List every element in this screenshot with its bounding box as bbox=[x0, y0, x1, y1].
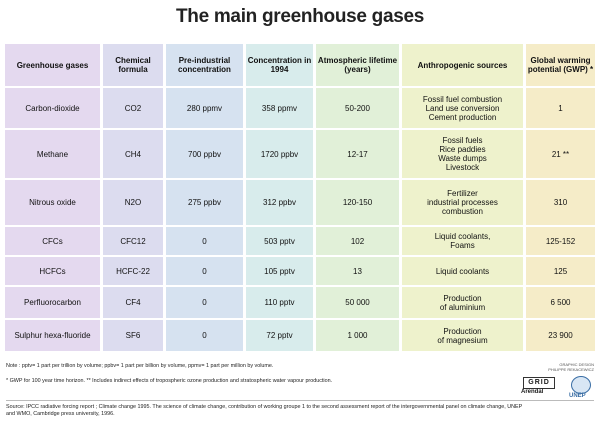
cell-lifetime: 102 bbox=[350, 236, 365, 246]
row-divider bbox=[5, 225, 595, 227]
cell-gas: Nitrous oxide bbox=[29, 198, 76, 207]
cell-preindustrial: 280 ppmv bbox=[186, 103, 223, 113]
cell-preindustrial: 700 ppbv bbox=[188, 149, 221, 159]
column-header-formula: Chemical formula bbox=[115, 56, 151, 74]
cell-preindustrial: 0 bbox=[202, 331, 207, 340]
cell-formula: CO2 bbox=[124, 103, 142, 113]
cell-conc1994: 105 pptv bbox=[264, 266, 295, 276]
cell-preindustrial: 0 bbox=[202, 236, 207, 246]
cell-preindustrial: 0 bbox=[202, 266, 207, 276]
cell-conc1994: 503 pptv bbox=[264, 236, 295, 246]
column-band-gwp bbox=[526, 44, 595, 351]
cell-gas: Sulphur hexa-fluoride bbox=[14, 331, 91, 340]
column-header-conc1994: Concentration in 1994 bbox=[247, 56, 312, 74]
cell-lifetime: 13 bbox=[353, 266, 362, 276]
cell-lifetime: 12-17 bbox=[347, 149, 368, 159]
cell-formula: CFC12 bbox=[120, 236, 146, 246]
cell-sources: Fossil fuel combustion Land use conversi… bbox=[422, 94, 503, 122]
column-band-lifetime bbox=[316, 44, 399, 351]
units-note: Note : pptv= 1 part per trillion by volu… bbox=[6, 363, 274, 369]
cell-preindustrial: 275 ppbv bbox=[188, 198, 221, 207]
grid-logo: GRID bbox=[523, 377, 555, 389]
cell-gas: CFCs bbox=[42, 236, 63, 246]
cell-sources: Liquid coolants, Foams bbox=[434, 232, 491, 250]
cell-gas: Carbon-dioxide bbox=[25, 103, 80, 113]
column-band-sources bbox=[402, 44, 523, 351]
cell-sources: Fossil fuels Rice paddies Waste dumps Li… bbox=[438, 136, 487, 172]
cell-formula: CF4 bbox=[125, 298, 141, 307]
cell-gwp: 23 900 bbox=[548, 331, 573, 340]
cell-gwp: 1 bbox=[558, 103, 563, 113]
page-title: The main greenhouse gases bbox=[175, 6, 425, 27]
cell-conc1994: 110 pptv bbox=[264, 298, 295, 307]
column-band-preindustrial bbox=[166, 44, 243, 351]
cell-lifetime: 120-150 bbox=[342, 198, 373, 207]
cell-conc1994: 312 ppbv bbox=[263, 198, 296, 207]
column-header-lifetime: Atmospheric lifetime (years) bbox=[317, 56, 398, 74]
cell-formula: N2O bbox=[124, 198, 142, 207]
row-divider bbox=[5, 178, 595, 180]
divider bbox=[6, 400, 594, 401]
row-divider bbox=[5, 86, 595, 88]
cell-sources: Liquid coolants bbox=[435, 266, 490, 276]
cell-gas: Methane bbox=[36, 149, 69, 159]
design-credit: GRAPHIC DESIGN PHILIPPE REKACEWICZ bbox=[548, 362, 594, 372]
cell-gwp: 21 ** bbox=[551, 149, 570, 159]
cell-gwp: 6 500 bbox=[550, 298, 571, 307]
unep-logo-icon bbox=[571, 376, 591, 394]
arendal-logo-text: Arendal bbox=[521, 389, 544, 395]
cell-gwp: 125-152 bbox=[545, 236, 576, 246]
cell-formula: SF6 bbox=[125, 331, 141, 340]
gwp-note: * GWP for 100 year time horizon. ** Incl… bbox=[6, 378, 333, 384]
row-divider bbox=[5, 255, 595, 257]
column-header-gwp: Global warming potential (GWP) * bbox=[527, 56, 594, 74]
column-header-preindustrial: Pre-industrial concentration bbox=[178, 56, 231, 74]
cell-gas: HCFCs bbox=[39, 266, 66, 276]
row-divider bbox=[5, 128, 595, 130]
cell-conc1994: 1720 ppbv bbox=[260, 149, 299, 159]
column-band-formula bbox=[103, 44, 163, 351]
cell-conc1994: 358 ppmv bbox=[261, 103, 298, 113]
row-divider bbox=[5, 285, 595, 287]
unep-logo-text: UNEP bbox=[569, 393, 586, 399]
cell-formula: CH4 bbox=[124, 149, 141, 159]
cell-gwp: 310 bbox=[553, 198, 568, 207]
cell-sources: Production of aluminium bbox=[439, 293, 486, 312]
cell-formula: HCFC-22 bbox=[116, 266, 150, 276]
cell-conc1994: 72 pptv bbox=[266, 331, 293, 340]
cell-sources: Fertilizer industrial processes combusti… bbox=[427, 189, 498, 216]
cell-preindustrial: 0 bbox=[202, 298, 207, 307]
cell-lifetime: 50-200 bbox=[345, 103, 370, 113]
cell-sources: Production of magnesium bbox=[437, 326, 488, 345]
column-header-gas: Greenhouse gases bbox=[16, 60, 89, 70]
cell-lifetime: 1 000 bbox=[347, 331, 368, 340]
column-band-gas bbox=[5, 44, 100, 351]
column-band-conc1994 bbox=[246, 44, 313, 351]
cell-gwp: 125 bbox=[553, 266, 568, 276]
cell-lifetime: 50 000 bbox=[345, 298, 370, 307]
cell-gas: Perfluorocarbon bbox=[24, 298, 81, 307]
row-divider bbox=[5, 318, 595, 320]
source-citation: Source: IPCC radiative forcing report ; … bbox=[6, 404, 523, 417]
column-header-sources: Anthropogenic sources bbox=[417, 60, 508, 70]
